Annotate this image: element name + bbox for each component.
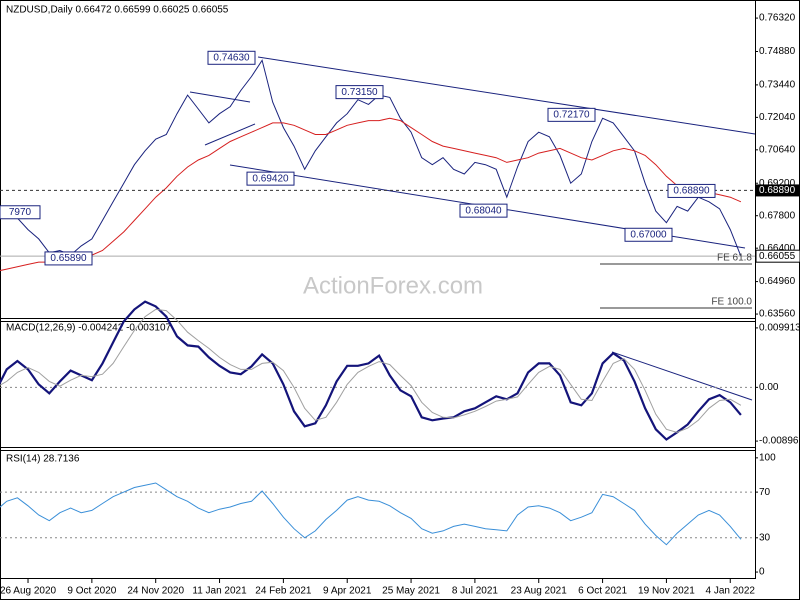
annotation-box bbox=[547, 107, 596, 122]
annotation-box bbox=[207, 50, 256, 65]
y-tick-label: 0.72040 bbox=[759, 112, 796, 123]
y-tick-label: 0.67800 bbox=[759, 210, 796, 221]
y-tick-label: 0 bbox=[759, 567, 765, 578]
y-tick-label: 0.009913 bbox=[759, 323, 800, 334]
x-tick-label: 25 May 2021 bbox=[382, 586, 440, 597]
annotation: 0.73150 bbox=[341, 87, 378, 98]
panel-title: RSI(14) 28.7136 bbox=[6, 454, 80, 465]
series-line bbox=[0, 300, 742, 441]
fe-label: FE 100.0 bbox=[711, 297, 752, 308]
y-tick-label: 0.74880 bbox=[759, 46, 796, 57]
x-tick-label: 11 Jan 2021 bbox=[192, 586, 247, 597]
level-box bbox=[756, 184, 800, 197]
panel-title: MACD(12,26,9) -0.004242 -0.003107 bbox=[6, 323, 172, 334]
annotation-box bbox=[246, 171, 295, 186]
trend-line bbox=[611, 351, 753, 401]
series-line bbox=[0, 59, 742, 257]
chart-title: NZDUSD,Daily 0.66472 0.66599 0.66025 0.6… bbox=[6, 5, 229, 16]
x-tick-label: 24 Nov 2020 bbox=[127, 586, 184, 597]
y-tick-label: 0.70640 bbox=[759, 144, 796, 155]
annotation-box bbox=[44, 251, 93, 266]
annotation: 0.65890 bbox=[50, 253, 87, 264]
annotation: 0.69420 bbox=[252, 173, 289, 184]
price-box bbox=[755, 249, 800, 263]
x-tick-label: 6 Oct 2021 bbox=[578, 586, 627, 597]
fe-label: FE 61.8 bbox=[717, 253, 752, 264]
x-tick-label: 4 Jan 2022 bbox=[706, 586, 756, 597]
y-tick-label: 30 bbox=[759, 532, 771, 543]
annotation-box bbox=[624, 227, 673, 242]
y-tick-label: 0.76320 bbox=[759, 13, 796, 24]
annotation-box bbox=[335, 85, 384, 100]
y-tick-label: 100 bbox=[759, 452, 776, 463]
annotation-box bbox=[667, 183, 716, 198]
y-tick-label: -0.008962 bbox=[759, 436, 800, 447]
x-tick-label: 9 Oct 2020 bbox=[67, 586, 116, 597]
x-tick-label: 24 Feb 2021 bbox=[255, 586, 312, 597]
annotation: 7970 bbox=[9, 207, 32, 218]
annotation: 0.68040 bbox=[465, 205, 502, 216]
watermark: ActionForex.com bbox=[303, 272, 483, 299]
y-tick-label: 0.64960 bbox=[759, 276, 796, 287]
x-tick-label: 9 Apr 2021 bbox=[323, 586, 372, 597]
trend-line bbox=[189, 91, 251, 103]
x-tick-label: 26 Aug 2020 bbox=[0, 586, 57, 597]
level-label: 0.68890 bbox=[759, 185, 796, 196]
y-tick-label: 0.00 bbox=[759, 382, 779, 393]
x-tick-label: 8 Jul 2021 bbox=[452, 586, 499, 597]
series-line bbox=[0, 117, 742, 272]
y-tick-label: 0.63560 bbox=[759, 309, 796, 320]
x-tick-label: 23 Aug 2021 bbox=[511, 586, 568, 597]
y-tick-label: 70 bbox=[759, 487, 771, 498]
price-label: 0.66055 bbox=[759, 251, 796, 262]
y-tick-label: 0.73440 bbox=[759, 80, 796, 91]
annotation: 0.67000 bbox=[630, 229, 667, 240]
x-tick-label: 19 Nov 2021 bbox=[638, 586, 695, 597]
y-tick-label: 0.69200 bbox=[759, 178, 796, 189]
annotation: 0.74630 bbox=[213, 52, 250, 63]
y-tick-label: 0.66400 bbox=[759, 243, 796, 254]
series-line bbox=[0, 482, 742, 546]
annotation-box bbox=[459, 203, 508, 218]
annotation: 0.72170 bbox=[553, 109, 590, 120]
trend-line bbox=[257, 56, 756, 135]
annotation-box bbox=[0, 205, 41, 220]
series-line bbox=[0, 308, 742, 433]
annotation: 0.68890 bbox=[673, 186, 710, 197]
trend-line bbox=[204, 123, 256, 146]
